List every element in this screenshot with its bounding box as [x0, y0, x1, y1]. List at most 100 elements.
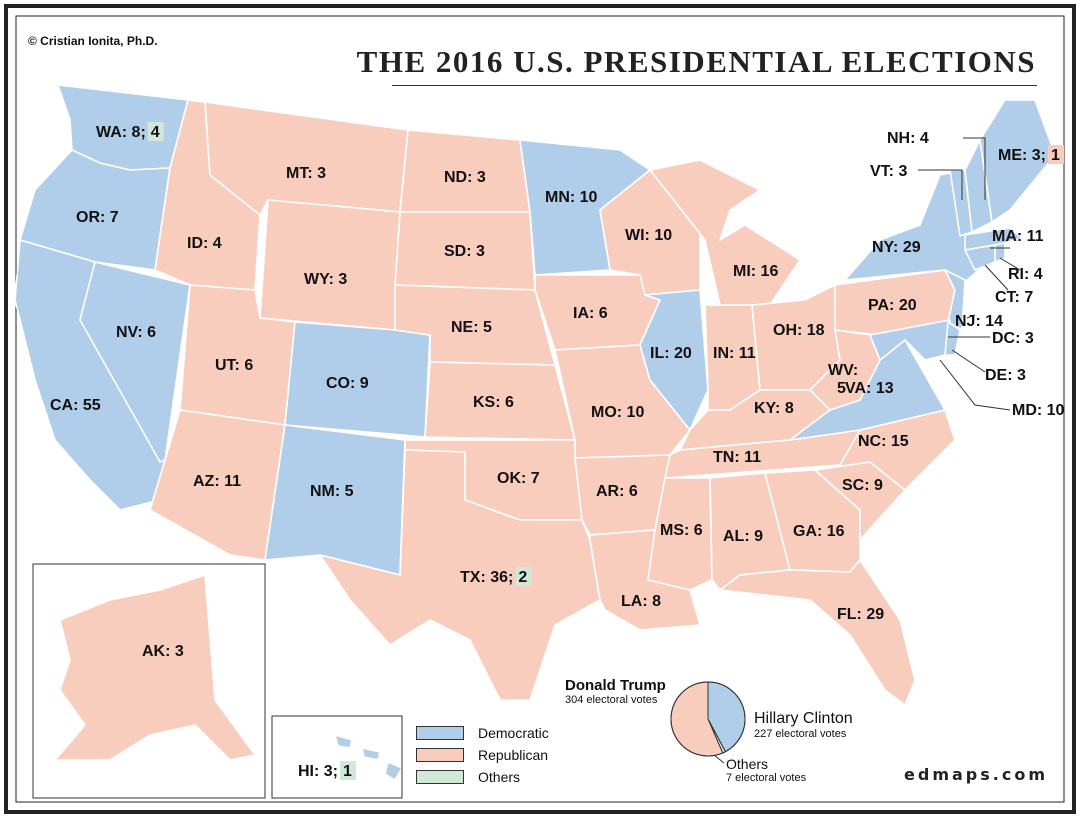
- state-label-ky: KY: 8: [754, 400, 794, 417]
- split-vote-wa: 4: [151, 124, 160, 141]
- state-label-ma: MA: 11: [992, 228, 1044, 245]
- state-label-fl: FL: 29: [837, 606, 884, 623]
- state-shape-co: [284, 321, 431, 438]
- pie-outline: [670, 681, 746, 757]
- legend-swatch-democratic: [416, 726, 464, 740]
- legend-item-others: Others: [416, 766, 549, 788]
- state-label-mo: MO: 10: [591, 404, 644, 421]
- trump-name: Donald Trump: [565, 677, 666, 694]
- legend-label-democratic: Democratic: [478, 725, 549, 741]
- legend-label-others: Others: [478, 769, 521, 785]
- state-label-ia: IA: 6: [573, 305, 608, 322]
- state-label-nc: NC: 15: [858, 433, 909, 450]
- state-label-ms: MS: 6: [660, 522, 703, 539]
- copyright-text: © Cristian Ionita, Ph.D.: [28, 34, 158, 48]
- split-vote-box-wa: [147, 122, 164, 141]
- state-label-nj: NJ: 14: [955, 313, 1003, 330]
- electoral-pie-chart: [670, 681, 746, 764]
- state-label-in: IN: 11: [713, 345, 756, 362]
- state-label-co: CO: 9: [326, 375, 369, 392]
- state-label-ak: AK: 3: [142, 643, 184, 660]
- state-label-wi: WI: 10: [625, 227, 672, 244]
- state-label-mn: MN: 10: [545, 189, 598, 206]
- state-label-mt: MT: 3: [286, 165, 326, 182]
- map-title: THE 2016 U.S. PRESIDENTIAL ELECTIONS: [356, 44, 1036, 79]
- state-label-sd: SD: 3: [444, 243, 485, 260]
- clinton-name: Hillary Clinton: [754, 710, 853, 727]
- legend-item-republican: Republican: [416, 744, 549, 766]
- others-votes: 7 electoral votes: [726, 772, 807, 784]
- state-label-vt: VT: 3: [870, 163, 907, 180]
- state-label-la: LA: 8: [621, 593, 661, 610]
- state-shape-nv: [79, 261, 191, 463]
- state-label-il: IL: 20: [650, 345, 692, 362]
- others-label: Others 7 electoral votes: [726, 756, 806, 784]
- state-label-az: AZ: 11: [193, 473, 241, 490]
- state-label-ct: CT: 7: [995, 289, 1033, 306]
- website-text: edmaps.com: [904, 765, 1048, 784]
- pie-others-leader: [713, 754, 725, 764]
- state-label-wv-line2: 5: [837, 380, 846, 397]
- others-name: Others: [726, 756, 769, 772]
- state-shape-fl: [719, 559, 916, 706]
- state-shape-tx: [319, 449, 601, 701]
- state-label-ga: GA: 16: [793, 523, 845, 540]
- state-label-ca: CA: 55: [50, 397, 101, 414]
- state-label-tx: TX: 36;: [460, 569, 513, 586]
- clinton-votes: 227 electoral votes: [754, 728, 847, 740]
- state-shape-il: [639, 289, 709, 431]
- split-vote-box-tx: [515, 567, 532, 586]
- state-label-nd: ND: 3: [444, 169, 486, 186]
- state-label-or: OR: 7: [76, 209, 119, 226]
- state-label-sc: SC: 9: [842, 477, 883, 494]
- state-shape-nm: [264, 424, 406, 576]
- legend-item-democratic: Democratic: [416, 722, 549, 744]
- trump-votes: 304 electoral votes: [565, 694, 658, 706]
- trump-label: Donald Trump 304 electoral votes: [565, 677, 666, 706]
- state-label-hi: HI: 3;: [298, 763, 338, 780]
- state-label-ar: AR: 6: [596, 483, 638, 500]
- state-label-md: MD: 10: [1012, 402, 1065, 419]
- state-label-ks: KS: 6: [473, 394, 514, 411]
- state-shape-hi: [334, 734, 403, 781]
- state-label-ut: UT: 6: [215, 357, 253, 374]
- split-vote-hi: 1: [343, 763, 352, 780]
- state-label-tn: TN: 11: [713, 449, 761, 466]
- state-shape-ak: [54, 574, 256, 761]
- state-label-pa: PA: 20: [868, 297, 917, 314]
- legend-swatch-republican: [416, 748, 464, 762]
- split-vote-tx: 2: [518, 569, 527, 586]
- state-label-wv: WV:: [828, 362, 858, 379]
- state-label-ny: NY: 29: [872, 239, 921, 256]
- legend-label-republican: Republican: [478, 747, 549, 763]
- title-underline: [392, 85, 1037, 86]
- state-label-wy: WY: 3: [304, 271, 347, 288]
- state-label-al: AL: 9: [723, 528, 763, 545]
- split-vote-box-me: [1048, 145, 1064, 164]
- state-label-de: DE: 3: [985, 367, 1026, 384]
- state-shape-md: [869, 319, 951, 361]
- state-shape-ma: [964, 227, 1023, 251]
- legend: Democratic Republican Others: [416, 722, 549, 788]
- split-vote-me: 1: [1051, 147, 1060, 164]
- state-shape-mi: [649, 159, 801, 306]
- state-label-oh: OH: 18: [773, 322, 825, 339]
- state-label-va: VA: 13: [845, 380, 894, 397]
- clinton-label: Hillary Clinton 227 electoral votes: [754, 710, 853, 740]
- state-shape-de: [944, 321, 961, 356]
- leader-lines: [918, 137, 1021, 411]
- state-label-mi: MI: 16: [733, 263, 778, 280]
- map-inner-frame: [15, 15, 1065, 803]
- legend-swatch-others: [416, 770, 464, 784]
- state-labels: WA: 8; 4 OR: 7 CA: 55 NV: 6 ID: 4 MT: 3 WY: 3 UT…: [50, 122, 1065, 780]
- state-label-ne: NE: 5: [451, 319, 492, 336]
- split-vote-box-hi: [340, 761, 356, 780]
- state-label-id: ID: 4: [187, 235, 222, 252]
- state-shape-ri: [994, 242, 1006, 263]
- state-label-wa: WA: 8;: [96, 124, 146, 141]
- state-label-nh: NH: 4: [887, 130, 929, 147]
- state-label-me: ME: 3;: [998, 147, 1046, 164]
- hawaii-inset-box: [271, 715, 403, 799]
- state-label-nm: NM: 5: [310, 483, 354, 500]
